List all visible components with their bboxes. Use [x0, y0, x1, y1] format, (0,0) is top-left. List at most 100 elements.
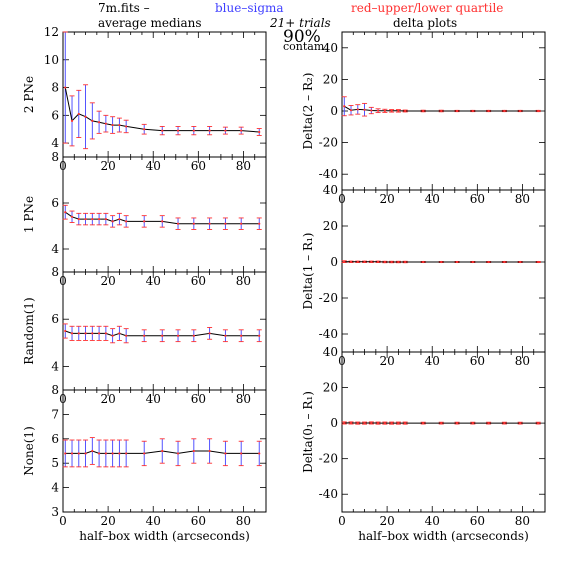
- data-point: [125, 220, 128, 223]
- data-point: [224, 452, 227, 455]
- y-tick-label: 4: [51, 359, 59, 373]
- data-point: [176, 129, 180, 132]
- data-point: [363, 422, 366, 425]
- data-point: [111, 334, 114, 337]
- x-tick-label: 20: [379, 514, 394, 528]
- x-tick-label: 60: [191, 274, 206, 288]
- y-tick-label: 8: [51, 383, 59, 397]
- data-point: [70, 215, 74, 218]
- x-tick-label: 20: [379, 354, 394, 368]
- data-point: [161, 449, 164, 453]
- data-point: [70, 119, 74, 122]
- y-tick-label: 6: [51, 196, 59, 210]
- data-point: [192, 334, 195, 337]
- data-point: [363, 108, 366, 111]
- data-point: [440, 260, 443, 264]
- data-point: [143, 128, 146, 131]
- data-point: [125, 125, 128, 128]
- data-point: [519, 260, 522, 264]
- y-tick-label: 40: [323, 41, 338, 55]
- data-point: [487, 109, 490, 113]
- x-tick-label: 40: [425, 354, 440, 368]
- data-point: [125, 334, 128, 337]
- data-point: [376, 260, 380, 263]
- data-point: [70, 332, 74, 335]
- y-tick-label: 8: [51, 265, 59, 279]
- data-point: [84, 332, 87, 335]
- data-point: [440, 109, 443, 113]
- data-point: [440, 422, 443, 425]
- data-point: [91, 119, 94, 122]
- data-point: [471, 109, 474, 113]
- x-tick-label: 40: [425, 192, 440, 206]
- data-point: [349, 421, 353, 425]
- data-point: [240, 452, 243, 455]
- data-point: [176, 452, 180, 455]
- chart-panel-right-3: 0 20 40 60 80 -40 -20 0 20 40 Delta(0₁ – R₁) half–b…: [301, 345, 546, 543]
- data-point: [397, 260, 400, 264]
- x-tick-label: 40: [146, 159, 161, 173]
- data-point: [471, 260, 474, 264]
- x-tick-label: 0: [338, 514, 346, 528]
- data-point: [111, 452, 114, 455]
- y-axis-label: Delta(1 – R₁): [301, 232, 315, 309]
- trials-label: 21+ trials: [270, 16, 331, 30]
- x-tick-label: 80: [236, 392, 251, 406]
- y-tick-label: 40: [323, 183, 338, 197]
- y-tick-label: 5: [51, 456, 59, 470]
- data-point: [224, 129, 227, 132]
- x-tick-label: 60: [470, 514, 485, 528]
- data-point: [240, 222, 243, 225]
- data-point: [404, 422, 407, 425]
- plot-frame: [62, 271, 267, 391]
- y-tick-label: 0: [330, 104, 338, 118]
- median-series-line: [64, 87, 260, 133]
- x-tick-label: 60: [191, 392, 206, 406]
- data-point: [258, 452, 261, 455]
- data-point: [240, 129, 243, 132]
- data-point: [487, 422, 490, 425]
- data-point: [192, 222, 195, 225]
- y-tick-label: 6: [51, 108, 59, 122]
- contamination-label: contam.: [283, 40, 328, 53]
- data-point: [104, 218, 107, 221]
- data-point: [91, 218, 94, 221]
- data-point: [77, 452, 80, 455]
- x-tick-label: 20: [100, 274, 115, 288]
- x-tick-label: 60: [191, 159, 206, 173]
- data-point: [537, 422, 540, 425]
- y-tick-label: 40: [323, 345, 338, 359]
- y-tick-label: 4: [51, 136, 59, 150]
- data-point: [208, 332, 211, 335]
- y-tick-label: 4: [51, 242, 59, 256]
- data-point: [208, 449, 211, 453]
- x-axis-label: half–box width (arcseconds): [79, 529, 250, 543]
- data-point: [143, 452, 146, 455]
- data-point: [503, 260, 506, 264]
- data-point: [77, 112, 80, 116]
- data-point: [422, 109, 425, 113]
- data-point: [383, 260, 386, 264]
- y-tick-label: 12: [44, 25, 59, 39]
- file-label: 7m.fits –: [98, 1, 150, 15]
- y-tick-label: 0: [330, 255, 338, 269]
- data-point: [455, 260, 459, 264]
- x-tick-label: 80: [236, 159, 251, 173]
- data-point: [519, 422, 522, 425]
- data-point: [343, 105, 346, 108]
- chart-panel-left-4: 0 20 40 60 80 3 4 5 6 7 8 None(1) half–box width (ar…: [22, 383, 267, 543]
- data-point: [64, 329, 67, 333]
- y-tick-label: 20: [323, 72, 338, 86]
- data-point: [363, 260, 366, 263]
- data-point: [537, 260, 540, 264]
- plot-frame: [341, 189, 546, 353]
- data-point: [97, 121, 101, 124]
- data-point: [118, 452, 121, 455]
- data-point: [422, 260, 425, 264]
- data-point: [104, 452, 107, 455]
- x-tick-label: 40: [146, 392, 161, 406]
